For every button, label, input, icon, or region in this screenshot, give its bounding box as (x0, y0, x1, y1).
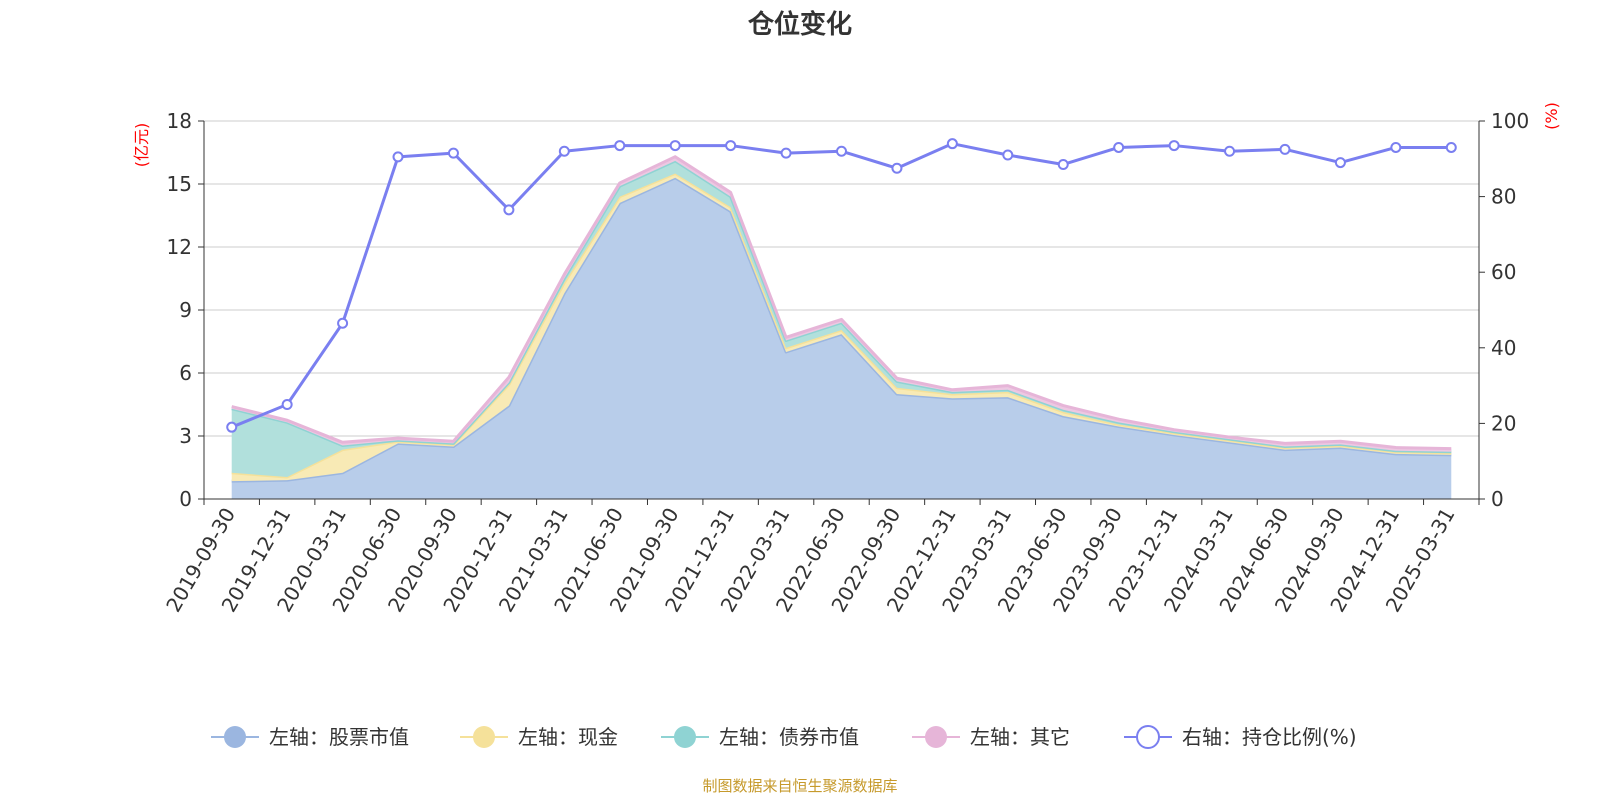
ratio-point (1002, 149, 1014, 161)
ratio-point (1334, 157, 1346, 169)
legend-item: 左轴：现金 (460, 725, 618, 749)
ratio-point (669, 140, 681, 152)
ratio-point (226, 421, 238, 433)
ratio-point (1445, 141, 1457, 153)
source-note: 制图数据来自恒生聚源数据库 (702, 777, 897, 795)
ratio-point (1057, 158, 1069, 170)
left-tick-label: 9 (179, 298, 192, 322)
legend-label: 右轴：持仓比例(%) (1182, 725, 1357, 749)
ratio-point (447, 147, 459, 159)
holding-ratio-line (226, 138, 1457, 433)
left-tick-label: 12 (167, 235, 192, 259)
ratio-point (780, 147, 792, 159)
left-tick-label: 15 (167, 172, 192, 196)
right-tick-label: 40 (1491, 336, 1516, 360)
left-axis-unit: (亿元) (132, 123, 151, 168)
legend-item: 左轴：其它 (912, 725, 1070, 749)
legend: 左轴：股票市值 左轴：现金 左轴：债券市值 左轴：其它 右轴：持仓比例(%) (211, 725, 1357, 749)
area-series-1 (231, 177, 1452, 499)
left-tick-label: 0 (179, 487, 192, 511)
ratio-point (337, 317, 349, 329)
right-tick-label: 60 (1491, 260, 1516, 284)
legend-marker (1136, 725, 1160, 749)
ratio-point (503, 204, 515, 216)
legend-marker (925, 726, 947, 748)
ratio-point (614, 140, 626, 152)
right-tick-label: 100 (1491, 109, 1529, 133)
legend-marker (473, 726, 495, 748)
right-tick-label: 80 (1491, 185, 1516, 209)
area-line-series-4 (231, 155, 1452, 451)
ratio-point (281, 399, 293, 410)
ratio-point (1168, 140, 1180, 152)
stacked-areas (231, 155, 1452, 499)
legend-marker (674, 726, 696, 748)
ratio-point (392, 151, 404, 163)
ratio-point (1390, 141, 1402, 153)
legend-item: 左轴：债券市值 (661, 725, 859, 749)
right-tick-label: 20 (1491, 411, 1516, 435)
ratio-point (1279, 143, 1291, 155)
legend-label: 左轴：债券市值 (719, 725, 859, 749)
legend-label: 左轴：股票市值 (269, 725, 409, 749)
legend-label: 左轴：其它 (970, 725, 1070, 749)
area-series-2 (231, 173, 1452, 482)
right-axis-unit: (%) (1542, 102, 1561, 130)
ratio-point (836, 145, 847, 157)
legend-item: 右轴：持仓比例(%) (1124, 725, 1357, 749)
ratio-point (1224, 145, 1236, 157)
ratio-point (1113, 141, 1125, 153)
ratio-point (725, 140, 737, 152)
ratio-point (891, 162, 903, 174)
chart-title: 仓位变化 (747, 9, 852, 40)
gridlines (204, 120, 1479, 437)
legend-label: 左轴：现金 (518, 725, 618, 749)
left-tick-label: 6 (179, 361, 192, 385)
left-tick-label: 3 (179, 424, 192, 448)
right-tick-label: 0 (1491, 487, 1504, 511)
legend-marker (224, 726, 246, 748)
ratio-point (558, 145, 570, 157)
ratio-point (946, 138, 958, 150)
left-tick-label: 18 (167, 109, 192, 133)
legend-item: 左轴：股票市值 (211, 725, 409, 749)
